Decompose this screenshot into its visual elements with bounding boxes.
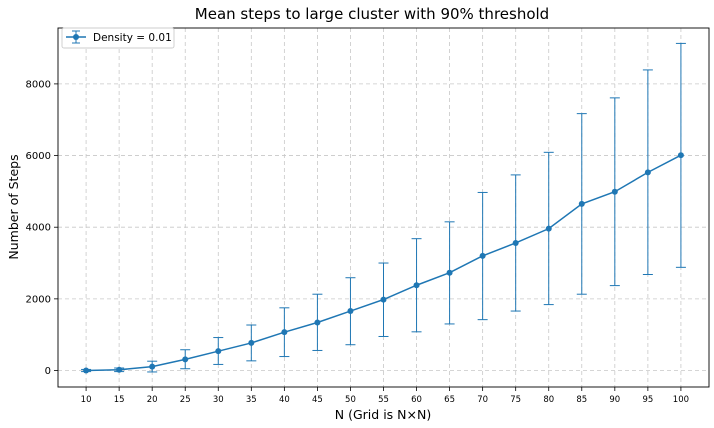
x-tick-label: 85	[576, 395, 587, 405]
x-tick-label: 10	[81, 395, 92, 405]
data-point	[215, 348, 222, 355]
data-point	[182, 356, 189, 363]
y-axis-label: Number of Steps	[6, 154, 21, 259]
data-point	[611, 188, 618, 195]
data-point	[479, 252, 486, 259]
data-point	[116, 366, 123, 373]
data-point	[149, 363, 156, 370]
x-tick-label: 70	[477, 395, 488, 405]
data-points	[83, 152, 684, 374]
x-tick-label: 80	[543, 395, 554, 405]
x-tick-label: 45	[312, 395, 323, 405]
data-point	[83, 367, 90, 374]
legend-label: Density = 0.01	[93, 32, 172, 44]
x-tick-label: 35	[246, 395, 257, 405]
y-tick-label: 6000	[26, 151, 51, 162]
data-point	[677, 152, 684, 159]
data-point	[545, 225, 552, 232]
data-point	[248, 339, 255, 346]
data-point	[644, 169, 651, 176]
x-axis-label: N (Grid is N×N)	[335, 407, 431, 422]
legend: Density = 0.01	[61, 27, 175, 49]
x-tick-label: 30	[213, 395, 224, 405]
y-tick-label: 8000	[26, 79, 51, 90]
y-tick-label: 0	[45, 366, 51, 377]
chart-title: Mean steps to large cluster with 90% thr…	[195, 5, 549, 23]
data-point	[380, 296, 387, 303]
x-ticks: 10 15 20 25 30 35 40 45 50 55 60 65 70 75 80 85 90 95 100	[81, 387, 689, 405]
legend-marker	[73, 34, 79, 40]
x-tick-label: 55	[378, 395, 389, 405]
data-point	[281, 329, 288, 336]
x-tick-label: 20	[147, 395, 158, 405]
x-tick-label: 90	[609, 395, 620, 405]
x-tick-label: 65	[444, 395, 455, 405]
x-tick-label: 95	[642, 395, 653, 405]
x-tick-label: 50	[345, 395, 356, 405]
x-tick-label: 40	[279, 395, 290, 405]
x-tick-label: 25	[180, 395, 191, 405]
x-tick-label: 100	[673, 395, 689, 405]
legend-box	[61, 27, 175, 49]
data-point	[578, 200, 585, 207]
data-point	[446, 269, 453, 276]
data-point	[347, 308, 354, 315]
data-point	[512, 239, 519, 246]
y-tick-label: 2000	[26, 294, 51, 305]
data-point	[413, 282, 420, 289]
y-tick-label: 4000	[26, 223, 51, 234]
y-ticks: 0 2000 4000 6000 8000	[26, 79, 58, 377]
x-tick-label: 15	[114, 395, 125, 405]
x-tick-label: 75	[510, 395, 521, 405]
x-tick-label: 60	[411, 395, 422, 405]
data-point	[314, 319, 321, 326]
